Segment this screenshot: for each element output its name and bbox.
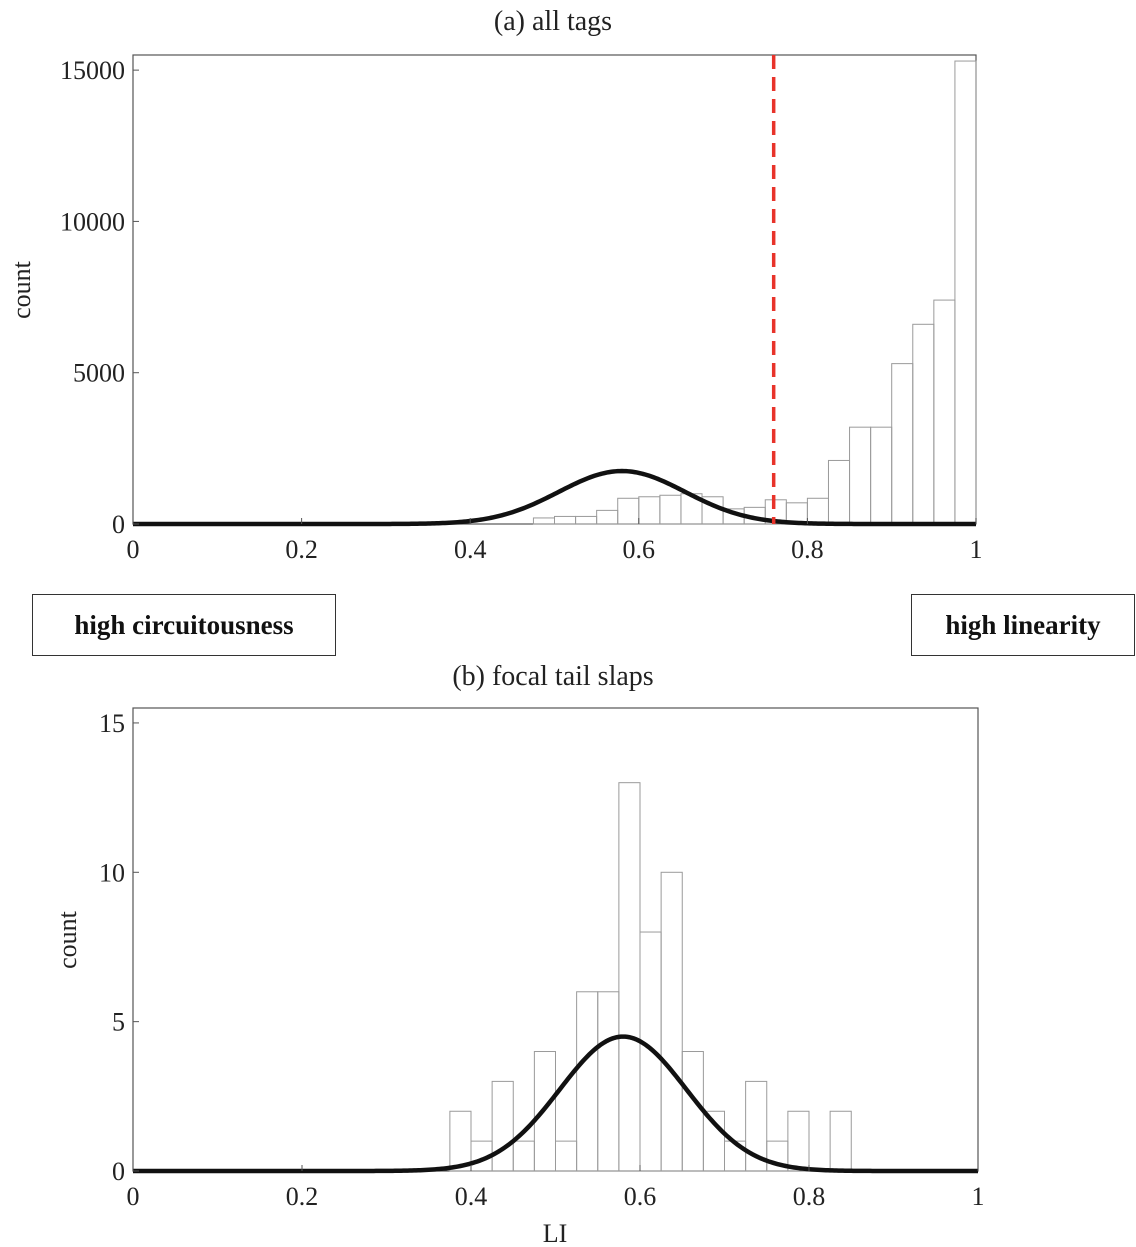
panel-a-x-tick-label: 0.2 [285,535,318,564]
high-linearity-label: high linearity [911,594,1135,656]
panel-a-histogram-bar [870,426,893,525]
panel-a-fit-curve [133,468,976,527]
panel-b-histogram-bar [533,1051,556,1172]
panel-a-title: (a) all tags [494,6,612,37]
panel-a-x-tick-label: 0 [127,535,140,564]
panel-a: (a) all tags 0 0.2 0.4 0.6 0.8 1 0 5000 10000 15… [7,6,983,564]
panel-a-histogram-bar [827,459,851,525]
panel-b-y-ticks: 0 5 10 15 [99,709,139,1186]
panel-a-histogram-bar [617,497,640,525]
panel-a-histogram-bar [575,515,598,525]
panel-a-histogram-bar [954,60,977,525]
high-circuitousness-label: high circuitousness [32,594,336,656]
panel-b-fit-curve [133,1034,978,1174]
panel-a-bars [532,60,977,525]
panel-a-x-tick-label: 0.4 [454,535,487,564]
panel-b-y-axis-label: count [53,910,82,969]
panel-b-y-tick-label: 0 [112,1157,125,1186]
panel-a-y-axis-label: count [7,260,36,319]
panel-a-histogram-bar [912,323,935,525]
panel-a-histogram-bar [659,494,682,525]
panel-b-bars [449,782,852,1172]
panel-b-histogram-bar [745,1080,768,1172]
panel-b-histogram-bar [555,1140,578,1172]
panel-b-histogram-bar [618,782,641,1172]
panel-a-histogram-bar [933,299,956,525]
panel-a-y-tick-label: 10000 [60,207,125,236]
panel-b-histogram-bar [491,1080,514,1172]
panel-b-histogram-bar [512,1140,535,1172]
panel-b-y-tick-label: 10 [99,858,125,887]
panel-b-histogram-bar [597,991,620,1172]
panel-b-histogram-bar [576,991,599,1172]
panel-b-x-tick-label: 0 [127,1182,140,1211]
panel-a-histogram-bar [596,509,619,525]
panel-b-histogram-bar [829,1110,852,1172]
panel-b-histogram-bar [660,871,683,1172]
panel-a-histogram-bar [849,426,872,525]
panel-b: (b) focal tail slaps 0 0.2 0.4 0.6 0.8 1 0 5 10… [53,661,985,1247]
panel-b-x-ticks: 0 0.2 0.4 0.6 0.8 1 [127,1165,985,1211]
panel-b-x-tick-label: 0.2 [286,1182,319,1211]
panel-a-x-tick-label: 0.8 [791,535,824,564]
panel-b-y-tick-label: 15 [99,709,125,738]
panel-b-title: (b) focal tail slaps [452,661,653,692]
panel-b-x-tick-label: 1 [972,1182,985,1211]
panel-a-histogram-bar [554,515,577,525]
panel-a-x-tick-label: 1 [970,535,983,564]
panel-a-histogram-bar [806,497,829,525]
panel-a-x-tick-label: 0.6 [623,535,656,564]
panel-b-y-tick-label: 5 [112,1008,125,1037]
panel-b-histogram-bar [787,1110,810,1172]
panel-a-y-tick-label: 0 [112,510,125,539]
panel-a-histogram-bar [638,496,661,525]
panel-b-x-tick-label: 0.8 [793,1182,826,1211]
panel-b-x-axis-label: LI [543,1219,568,1247]
panel-a-y-tick-label: 5000 [73,359,125,388]
panel-b-x-tick-label: 0.6 [624,1182,657,1211]
panel-a-histogram-bar [891,363,914,525]
panel-a-x-ticks: 0 0.2 0.4 0.6 0.8 1 [127,518,983,564]
panel-a-y-tick-label: 15000 [60,56,125,85]
panel-a-histogram-bar [532,517,555,525]
panel-b-x-tick-label: 0.4 [455,1182,488,1211]
panel-b-histogram-bar [681,1051,704,1172]
panel-a-y-ticks: 0 5000 10000 15000 [60,56,139,539]
